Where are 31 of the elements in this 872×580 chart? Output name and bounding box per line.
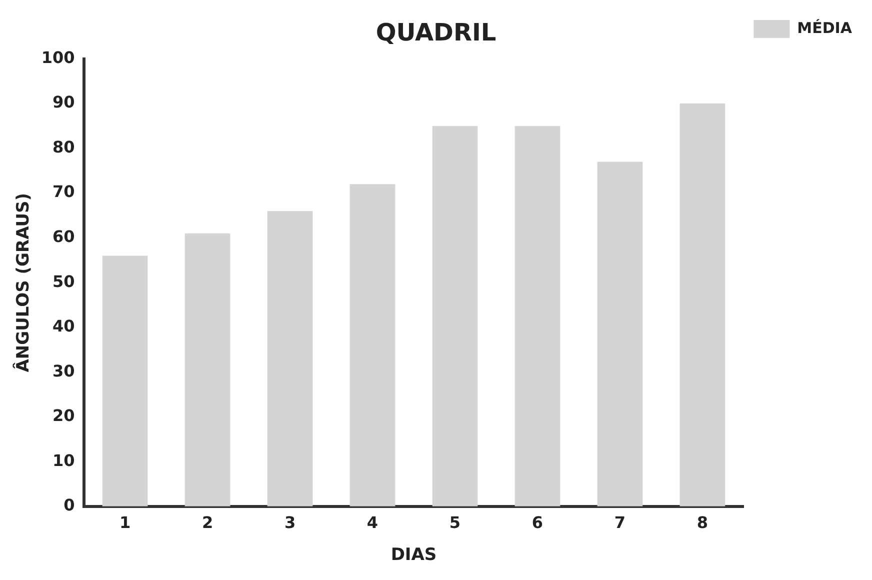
x-tick-label: 6 bbox=[532, 513, 544, 532]
bar bbox=[597, 162, 643, 506]
y-tick-label: 0 bbox=[64, 496, 75, 515]
bar bbox=[350, 184, 396, 506]
bar bbox=[514, 126, 560, 506]
y-tick-label: 90 bbox=[52, 92, 75, 112]
y-tick-label: 80 bbox=[52, 137, 75, 156]
y-tick-label: 100 bbox=[41, 48, 75, 67]
x-tick-label: 7 bbox=[614, 513, 626, 532]
x-tick-label: 5 bbox=[449, 513, 461, 532]
bar bbox=[102, 256, 148, 506]
bar bbox=[267, 210, 313, 506]
bar bbox=[184, 233, 230, 506]
bar bbox=[680, 104, 726, 506]
x-tick-label: 3 bbox=[284, 513, 296, 532]
legend-label: MÉDIA bbox=[797, 18, 852, 37]
y-axis-title: ÂNGULOS (GRAUS) bbox=[12, 192, 34, 372]
y-tick-label: 60 bbox=[52, 226, 75, 246]
y-tick-label: 20 bbox=[52, 406, 75, 426]
y-tick-label: 30 bbox=[52, 361, 75, 380]
bar bbox=[432, 126, 478, 506]
y-tick-label: 50 bbox=[52, 272, 75, 291]
x-tick-label: 2 bbox=[202, 513, 214, 532]
x-axis-title: DIAS bbox=[390, 545, 437, 566]
chart-title: QUADRIL bbox=[376, 18, 496, 47]
y-tick-label: 10 bbox=[52, 450, 75, 470]
y-tick-label: 70 bbox=[52, 182, 75, 202]
y-tick-label: 40 bbox=[52, 316, 75, 336]
x-tick-label: 8 bbox=[696, 513, 708, 532]
x-tick-label: 1 bbox=[119, 513, 131, 532]
x-tick-label: 4 bbox=[366, 513, 378, 532]
